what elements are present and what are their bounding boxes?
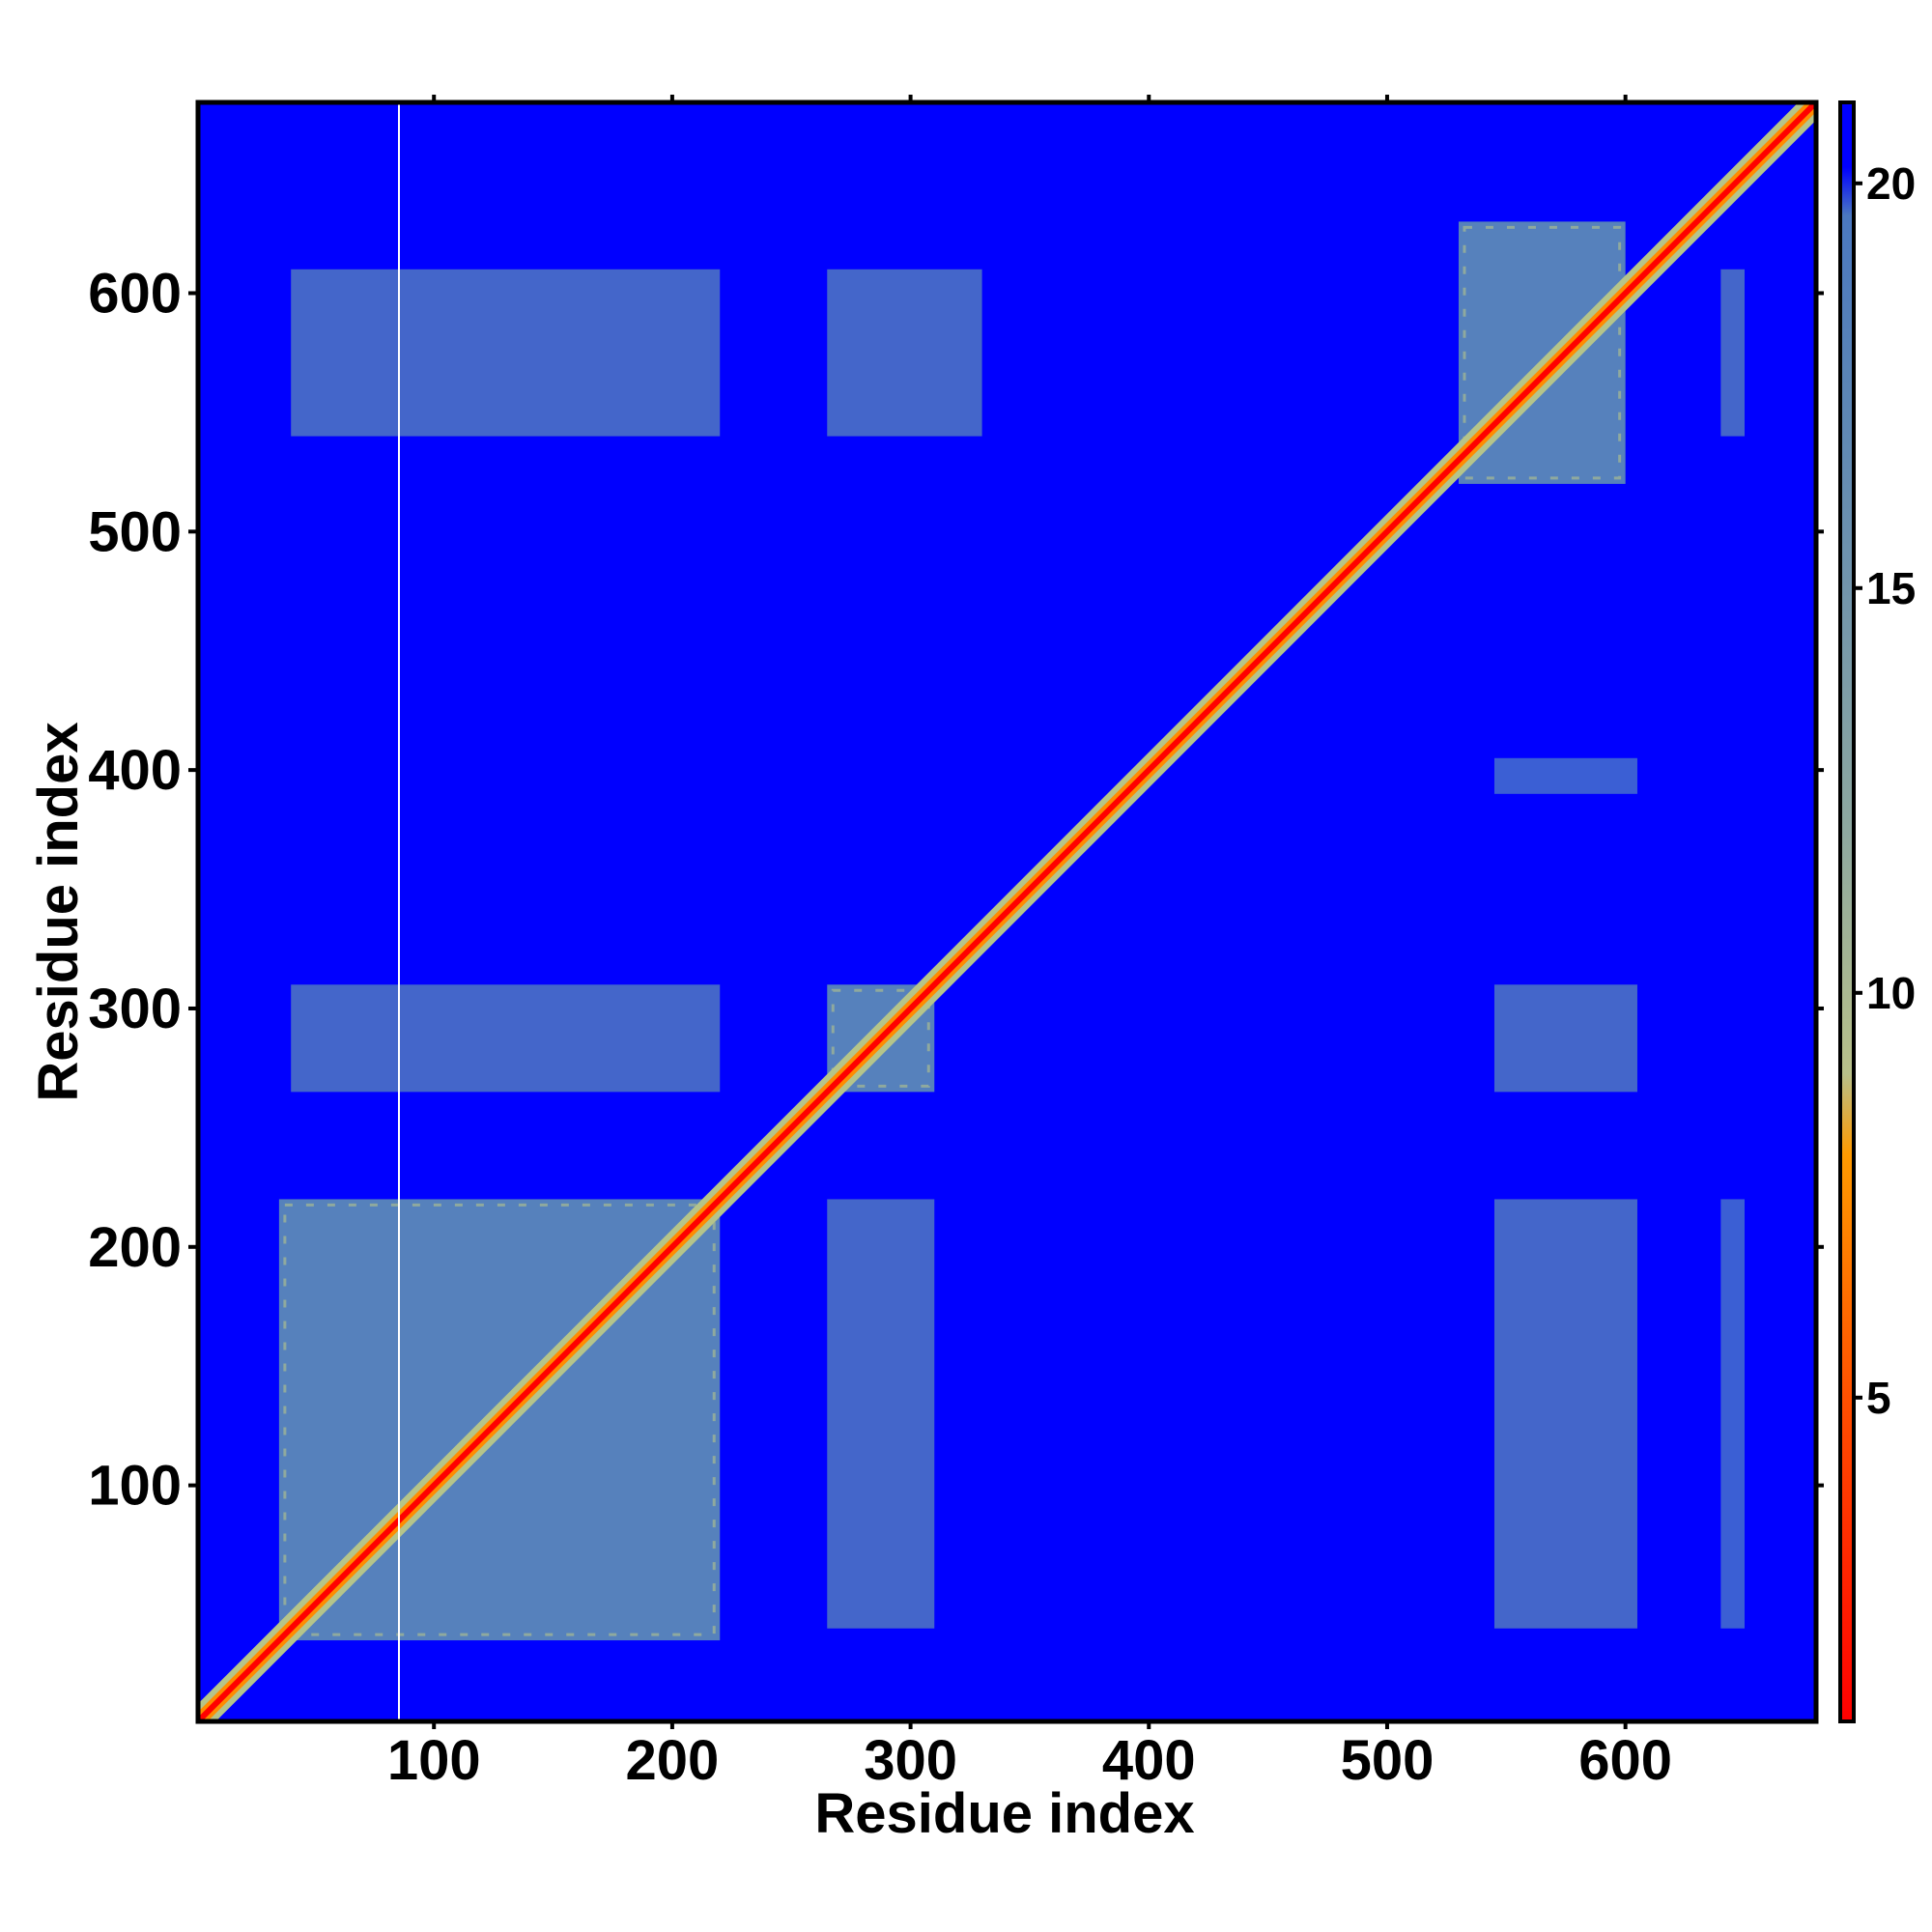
colorbar-tick-label: 5 [1866, 1373, 1891, 1423]
y-tick-label: 200 [88, 1216, 182, 1279]
contact-patches [291, 269, 1745, 1629]
colorbar-ticks: 5 10 15 20 [1854, 158, 1916, 1423]
x-tick-label: 200 [626, 1729, 720, 1792]
colorbar-gradient [1838, 100, 1856, 1723]
contact-patch [1720, 269, 1745, 437]
y-axis-title: Residue index [27, 722, 90, 1101]
contact-patch [1493, 984, 1637, 1093]
contact-patch [827, 269, 982, 437]
colorbar-tick-label: 10 [1866, 968, 1916, 1018]
domain-block-texture [831, 988, 930, 1088]
x-tick-label: 600 [1578, 1729, 1672, 1792]
diagonal-band [198, 102, 1816, 1721]
y-axis: 100 200 300 400 500 600 [88, 262, 1824, 1518]
x-tick-label: 100 [387, 1729, 481, 1792]
x-tick-label: 400 [1102, 1729, 1196, 1792]
diagonal-core [198, 102, 1816, 1721]
x-tick-label: 300 [864, 1729, 957, 1792]
contact-patch [1493, 1199, 1637, 1629]
contact-patch [1493, 757, 1637, 794]
colorbar-tick-label: 20 [1866, 158, 1916, 209]
contact-patch [291, 984, 721, 1093]
y-tick-label: 400 [88, 739, 182, 802]
domain-block-texture [1463, 225, 1622, 480]
x-axis-title: Residue index [814, 1782, 1194, 1845]
contact-patch [827, 1199, 935, 1629]
plot-frame [195, 99, 1819, 1724]
y-tick-label: 500 [88, 500, 182, 563]
colorbar: 5 10 15 20 [1838, 100, 1916, 1723]
y-tick-label: 100 [88, 1455, 182, 1518]
x-tick-label: 500 [1341, 1729, 1435, 1792]
x-axis: 100 200 300 400 500 600 [387, 95, 1672, 1792]
contact-patch [1720, 1199, 1745, 1629]
y-tick-label: 300 [88, 978, 182, 1040]
contact-patch [291, 269, 721, 437]
domain-block-texture [283, 1203, 716, 1636]
plot-area [198, 102, 1816, 1721]
y-tick-label: 600 [88, 262, 182, 325]
colorbar-tick-label: 15 [1866, 563, 1916, 613]
